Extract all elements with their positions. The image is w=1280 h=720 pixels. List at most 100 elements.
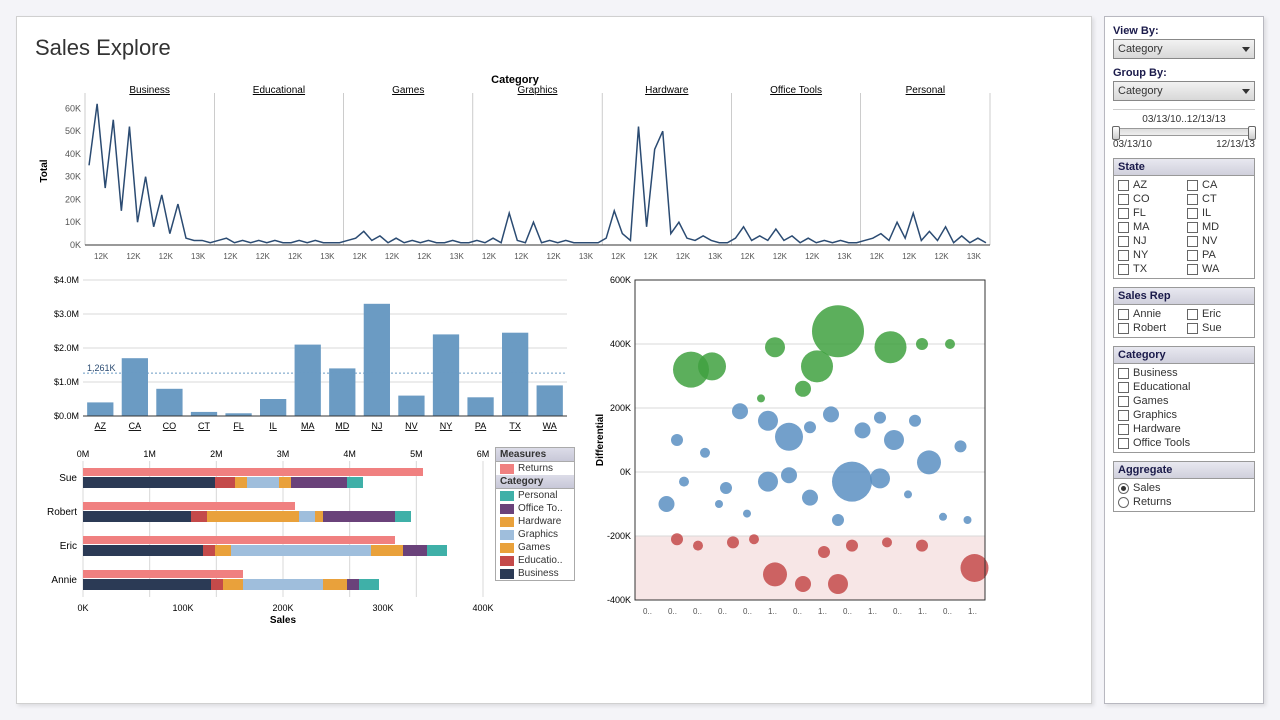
legend-item[interactable]: Personal — [496, 489, 574, 502]
checkbox-label: WA — [1202, 263, 1219, 275]
checkbox-label: CT — [1202, 193, 1217, 205]
checkbox-label: MD — [1202, 221, 1219, 233]
svg-text:6M: 6M — [477, 449, 490, 459]
stacked-bar-chart: 0M1M2M3M4M5M6MSueRobertEricAnnie0K100K20… — [35, 445, 575, 628]
state-filter: State AZ CA CO CT FL IL MA MD NJ NV NY PA TX WA — [1113, 158, 1255, 279]
group-header: State — [1114, 159, 1254, 176]
view-by-dropdown[interactable]: Category — [1113, 39, 1255, 59]
svg-text:Robert: Robert — [47, 507, 77, 518]
rep-checkbox[interactable]: Eric — [1187, 308, 1250, 320]
rep-checkbox[interactable]: Sue — [1187, 322, 1250, 334]
svg-text:Graphics: Graphics — [517, 85, 557, 96]
state-checkbox[interactable]: MA — [1118, 221, 1181, 233]
svg-text:0..: 0.. — [718, 607, 727, 616]
svg-text:Differential: Differential — [595, 414, 606, 466]
svg-text:FL: FL — [233, 421, 244, 431]
state-checkbox[interactable]: AZ — [1118, 179, 1181, 191]
state-checkbox[interactable]: NJ — [1118, 235, 1181, 247]
state-checkbox[interactable]: WA — [1187, 263, 1250, 275]
svg-text:NY: NY — [440, 421, 453, 431]
svg-text:0M: 0M — [77, 449, 90, 459]
radio-label: Sales — [1133, 482, 1161, 494]
group-by-dropdown[interactable]: Category — [1113, 81, 1255, 101]
svg-text:Hardware: Hardware — [645, 85, 689, 96]
checkbox-icon — [1118, 236, 1129, 247]
date-slider[interactable]: 03/13/10..12/13/13 03/13/10 12/13/13 — [1113, 109, 1255, 150]
svg-text:Annie: Annie — [51, 575, 77, 586]
aggregate-radio[interactable]: Sales — [1118, 482, 1250, 494]
category-checkbox[interactable]: Games — [1118, 395, 1250, 407]
legend-item[interactable]: Hardware — [496, 515, 574, 528]
svg-text:12K: 12K — [934, 252, 949, 261]
checkbox-icon — [1187, 264, 1198, 275]
rep-filter: Sales Rep AnnieEricRobertSue — [1113, 287, 1255, 338]
svg-text:1..: 1.. — [868, 607, 877, 616]
state-checkbox[interactable]: FL — [1118, 207, 1181, 219]
legend-measures: Measures Returns Category PersonalOffice… — [495, 447, 575, 581]
svg-text:$0.0M: $0.0M — [54, 411, 79, 421]
legend-item[interactable]: Office To.. — [496, 502, 574, 515]
slider-thumb-end[interactable] — [1248, 126, 1256, 140]
checkbox-icon — [1118, 323, 1129, 334]
checkbox-icon — [1187, 208, 1198, 219]
svg-text:Educational: Educational — [253, 85, 305, 96]
svg-text:0..: 0.. — [943, 607, 952, 616]
checkbox-label: Graphics — [1133, 409, 1177, 421]
state-checkbox[interactable]: CT — [1187, 193, 1250, 205]
state-checkbox[interactable]: MD — [1187, 221, 1250, 233]
state-checkbox[interactable]: CO — [1118, 193, 1181, 205]
svg-text:-400K: -400K — [607, 595, 631, 605]
svg-text:5M: 5M — [410, 449, 423, 459]
state-checkbox[interactable]: NV — [1187, 235, 1250, 247]
category-checkbox[interactable]: Office Tools — [1118, 437, 1250, 449]
svg-text:12K: 12K — [288, 252, 303, 261]
svg-text:12K: 12K — [870, 252, 885, 261]
legend-header: Measures — [496, 448, 574, 462]
rep-checkbox[interactable]: Robert — [1118, 322, 1181, 334]
checkbox-label: PA — [1202, 249, 1216, 261]
rep-checkbox[interactable]: Annie — [1118, 308, 1181, 320]
aggregate-radio[interactable]: Returns — [1118, 496, 1250, 508]
legend-item[interactable]: Business — [496, 567, 574, 580]
category-checkbox[interactable]: Educational — [1118, 381, 1250, 393]
legend-item[interactable]: Educatio.. — [496, 554, 574, 567]
checkbox-label: Business — [1133, 367, 1178, 379]
date-start: 03/13/10 — [1113, 139, 1152, 150]
checkbox-label: Sue — [1202, 322, 1222, 334]
svg-text:Eric: Eric — [60, 541, 77, 552]
category-checkbox[interactable]: Graphics — [1118, 409, 1250, 421]
checkbox-label: MA — [1133, 221, 1150, 233]
category-checkbox[interactable]: Hardware — [1118, 423, 1250, 435]
svg-text:12K: 12K — [223, 252, 238, 261]
legend-item[interactable]: Graphics — [496, 528, 574, 541]
svg-text:13K: 13K — [967, 252, 982, 261]
page-title: Sales Explore — [35, 35, 1073, 61]
svg-text:13K: 13K — [837, 252, 852, 261]
state-checkbox[interactable]: PA — [1187, 249, 1250, 261]
svg-text:12K: 12K — [740, 252, 755, 261]
state-checkbox[interactable]: NY — [1118, 249, 1181, 261]
checkbox-label: CA — [1202, 179, 1217, 191]
svg-text:0K: 0K — [77, 603, 88, 613]
svg-text:NJ: NJ — [371, 421, 382, 431]
svg-text:TX: TX — [509, 421, 521, 431]
svg-text:1..: 1.. — [968, 607, 977, 616]
legend-item[interactable]: Returns — [496, 462, 574, 475]
checkbox-icon — [1118, 424, 1129, 435]
checkbox-icon — [1187, 194, 1198, 205]
svg-text:12K: 12K — [805, 252, 820, 261]
svg-text:$2.0M: $2.0M — [54, 343, 79, 353]
checkbox-icon — [1187, 309, 1198, 320]
svg-text:1..: 1.. — [818, 607, 827, 616]
checkbox-label: Hardware — [1133, 423, 1181, 435]
legend-item[interactable]: Games — [496, 541, 574, 554]
category-checkbox[interactable]: Business — [1118, 367, 1250, 379]
state-checkbox[interactable]: TX — [1118, 263, 1181, 275]
svg-text:12K: 12K — [902, 252, 917, 261]
legend-header: Category — [496, 475, 574, 489]
svg-text:Business: Business — [129, 85, 170, 96]
svg-text:12K: 12K — [644, 252, 659, 261]
slider-thumb-start[interactable] — [1112, 126, 1120, 140]
state-checkbox[interactable]: IL — [1187, 207, 1250, 219]
state-checkbox[interactable]: CA — [1187, 179, 1250, 191]
